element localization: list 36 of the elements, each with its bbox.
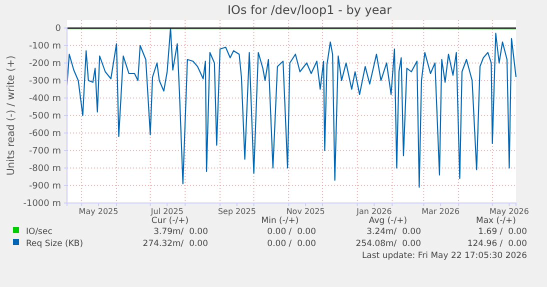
text: Min (-/+) bbox=[261, 216, 299, 226]
text: 274.32m/ 0.00 bbox=[142, 239, 208, 249]
y-tick-label: -900 m bbox=[28, 181, 61, 192]
text: 0.00 / 0.00 bbox=[267, 239, 316, 249]
y-tick-label: -400 m bbox=[28, 94, 61, 104]
y-tick-label: -600 m bbox=[28, 128, 61, 139]
line-series bbox=[66, 27, 517, 188]
x-tick-label: Jul 2025 bbox=[150, 206, 184, 216]
y-axis-title: Units read (-) / write (+) bbox=[6, 55, 17, 176]
text: Max (-/+) bbox=[476, 216, 516, 226]
x-tick-label: Sep 2025 bbox=[218, 206, 256, 216]
text: 0.00 / 0.00 bbox=[267, 227, 316, 237]
text: 1.69 / 0.00 bbox=[478, 227, 527, 237]
legend-label: IO/sec bbox=[26, 227, 53, 237]
x-tick-label: Nov 2025 bbox=[286, 206, 325, 216]
text: Cur (-/+) bbox=[151, 216, 189, 226]
x-tick-label: May 2025 bbox=[78, 206, 118, 216]
y-tick-label: -500 m bbox=[28, 111, 61, 122]
y-tick-label: 0 bbox=[55, 24, 62, 34]
x-tick-label: Jan 2026 bbox=[356, 206, 392, 216]
y-tick-label: -1000 m bbox=[23, 198, 61, 209]
text: Avg (-/+) bbox=[368, 216, 408, 226]
text: 254.08m/ 0.00 bbox=[356, 239, 421, 249]
legend-label: Req Size (KB) bbox=[26, 239, 84, 249]
y-tick-label: -200 m bbox=[28, 58, 61, 69]
x-tick-label: May 2026 bbox=[490, 206, 529, 216]
x-tick-label: Mar 2026 bbox=[422, 206, 460, 216]
chart-title: IOs for /dev/loop1 - by year bbox=[227, 3, 392, 17]
text: 3.24m/ 0.00 bbox=[366, 227, 421, 237]
y-tick-label: -100 m bbox=[28, 41, 61, 52]
text: Last update: Fri May 22 17:05:30 2026 bbox=[362, 251, 527, 261]
y-tick-label: -700 m bbox=[28, 146, 61, 156]
text: 124.96 / 0.00 bbox=[467, 239, 527, 249]
text: 3.79m/ 0.00 bbox=[154, 227, 208, 237]
y-tick-label: -300 m bbox=[28, 76, 61, 86]
y-tick-label: -800 m bbox=[28, 164, 61, 174]
